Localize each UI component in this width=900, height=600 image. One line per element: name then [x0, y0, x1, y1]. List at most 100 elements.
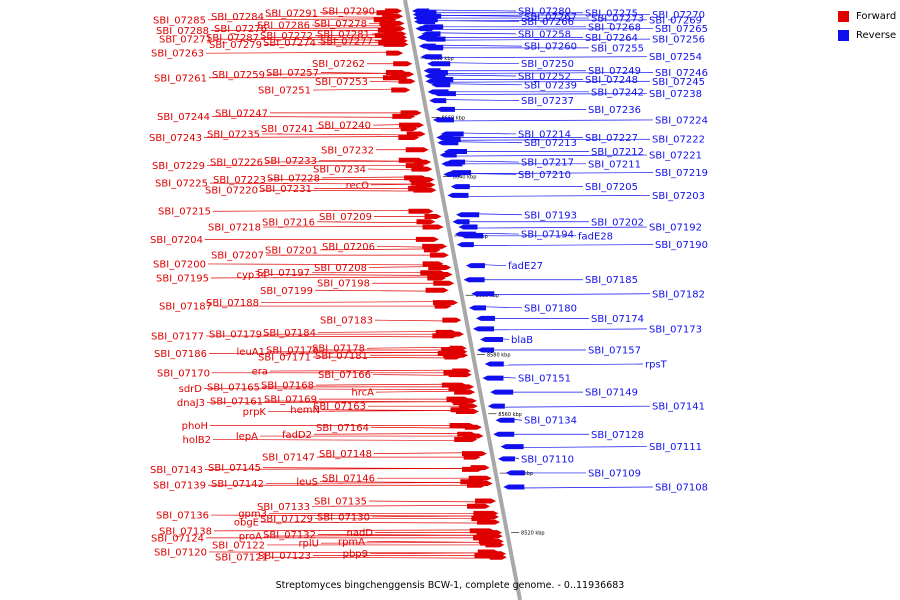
legend-item-reverse: Reverse [838, 27, 898, 43]
forward-gene-arrow [416, 219, 436, 225]
reverse-gene-label: SBI_07217 [521, 158, 574, 169]
forward-gene-leader [261, 133, 421, 136]
genome-axis-line [403, 0, 522, 600]
forward-gene-leader [265, 15, 399, 18]
forward-gene-label: SBI_07291 [265, 8, 318, 19]
reverse-gene-leader [520, 486, 654, 489]
forward-gene-arrow [454, 389, 476, 395]
forward-gene-label: lepA [236, 432, 258, 443]
forward-gene-label: SBI_07145 [208, 463, 261, 474]
forward-gene-label: SBI_07216 [262, 217, 315, 228]
forward-gene-arrow [398, 134, 420, 140]
reverse-gene-label: SBI_07174 [591, 314, 644, 325]
reverse-gene-label: SBI_07213 [524, 138, 577, 149]
reverse-gene-leader [485, 306, 523, 309]
forward-gene-label: sdrD [179, 384, 203, 395]
reverse-gene-arrow [500, 444, 524, 450]
reverse-gene-leader [429, 9, 517, 12]
scale-tick-label: 8520 kbp [521, 530, 545, 536]
forward-gene-leader [263, 44, 404, 46]
reverse-gene-leader [457, 132, 517, 135]
forward-gene-label: SBI_07285 [153, 15, 206, 26]
forward-gene-label: SBI_07243 [149, 133, 202, 144]
forward-gene-label: phoH [182, 421, 208, 432]
reverse-gene-label: SBI_07151 [518, 374, 571, 385]
forward-gene-leader [209, 182, 424, 185]
forward-gene-leader [208, 352, 456, 354]
forward-gene-leader [203, 388, 463, 390]
scale-tick-label: 8580 kbp [487, 353, 511, 359]
forward-gene-leader [264, 160, 427, 163]
reverse-gene-label: SBI_07242 [591, 87, 644, 98]
forward-gene-label: obgE [234, 518, 259, 529]
forward-gene-label: SBI_07171 [258, 353, 311, 364]
reverse-gene-label: SBI_07270 [652, 10, 705, 21]
forward-gene-arrow [464, 424, 482, 430]
forward-gene-leader [369, 552, 502, 555]
reverse-gene-label: SBI_07110 [521, 454, 574, 465]
forward-gene-leader [267, 410, 474, 412]
reverse-gene-arrow [493, 431, 515, 437]
reverse-gene-arrow [415, 26, 433, 32]
forward-gene-label: SBI_07177 [151, 331, 204, 342]
reverse-gene-leader [446, 99, 520, 101]
forward-gene-leader [263, 534, 498, 537]
reverse-gene-label: SBI_07212 [591, 147, 644, 158]
forward-gene-label: SBI_07169 [264, 395, 317, 406]
reverse-gene-leader [449, 119, 654, 122]
reverse-gene-label: SBI_07193 [524, 210, 577, 221]
reverse-gene-arrow [487, 403, 505, 409]
reverse-gene-label: SBI_07190 [655, 240, 708, 251]
forward-gene-label: SBI_07208 [314, 263, 367, 274]
reverse-gene-arrow [469, 305, 487, 311]
forward-gene-label: SBI_07286 [257, 21, 310, 32]
forward-gene-arrow [413, 187, 437, 193]
forward-gene-arrow [405, 147, 429, 153]
reverse-gene-arrow [456, 242, 474, 248]
reverse-gene-arrow [439, 152, 457, 158]
forward-gene-leader [207, 18, 392, 21]
reverse-gene-arrow [476, 315, 496, 321]
reverse-gene-label: SBI_07264 [585, 33, 638, 44]
reverse-gene-label: SBI_07256 [652, 35, 705, 46]
genome-axis-layer [403, 0, 522, 600]
forward-gene-arrow [448, 372, 472, 378]
reverse-gene-arrow [477, 347, 495, 353]
reverse-gene-arrow [482, 375, 504, 381]
forward-gene-label: SBI_07195 [156, 273, 209, 284]
forward-gene-label: SBI_07277 [320, 36, 373, 47]
forward-gene-label: SBI_07281 [317, 29, 370, 40]
forward-gene-label: SBI_07257 [266, 68, 319, 79]
forward-gene-label: SBI_07176 [266, 345, 319, 356]
forward-gene-arrow [422, 224, 444, 230]
forward-gene-label: SBI_07179 [209, 330, 262, 341]
forward-gene-arrow [477, 519, 501, 525]
reverse-gene-leader [504, 405, 651, 408]
reverse-gene-label: fadE27 [508, 261, 543, 272]
forward-gene-label: SBI_07120 [154, 547, 207, 558]
reverse-gene-leader [473, 213, 523, 216]
reverse-gene-leader [445, 72, 654, 74]
forward-gene-label: SBI_07253 [315, 77, 368, 88]
forward-gene-label: SBI_07170 [157, 368, 210, 379]
forward-gene-label: SBI_07215 [158, 207, 211, 218]
forward-gene-label: era [252, 367, 268, 378]
reverse-gene-label: SBI_07205 [585, 182, 638, 193]
forward-gene-leader [315, 383, 462, 386]
forward-gene-leader [312, 88, 406, 91]
reverse-gene-label: rpsT [645, 360, 668, 371]
forward-gene-label: SBI_07121 [215, 553, 268, 564]
reverse-gene-label: SBI_07221 [649, 151, 702, 162]
scale-tick-label: 8680 kbp [430, 56, 454, 62]
reverse-gene-label: SBI_07273 [591, 14, 644, 25]
reverse-gene-arrow [497, 456, 515, 462]
forward-gene-arrow [411, 166, 433, 172]
reverse-gene-arrow [463, 277, 485, 283]
forward-gene-label: SBI_07197 [257, 268, 310, 279]
legend-item-forward: Forward [838, 8, 898, 24]
reverse-gene-label: SBI_07236 [588, 105, 641, 116]
scale-tick-label: 8560 kbp [498, 412, 522, 418]
forward-gene-label: SBI_07287 [206, 33, 259, 44]
reverse-gene-label: SBI_07214 [518, 129, 571, 140]
